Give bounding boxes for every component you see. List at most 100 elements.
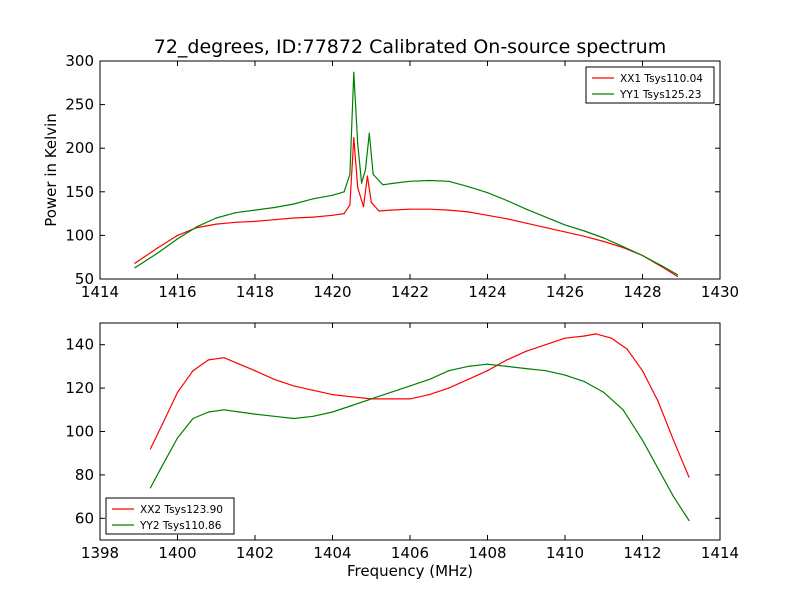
- data-point: [525, 368, 527, 370]
- data-point: [273, 415, 275, 417]
- x-tick-label: 1398: [81, 544, 119, 562]
- data-point: [583, 381, 586, 383]
- data-point: [349, 173, 351, 175]
- data-point: [545, 344, 547, 346]
- x-tick-label: 1426: [546, 283, 584, 301]
- data-point: [343, 213, 345, 215]
- data-point: [293, 217, 295, 219]
- data-point: [215, 217, 217, 219]
- data-point: [603, 240, 605, 243]
- data-point: [545, 227, 547, 229]
- y-axis-label: Power in Kelvin: [42, 113, 60, 227]
- data-point: [254, 413, 256, 415]
- data-point: [134, 267, 136, 269]
- data-point: [661, 265, 663, 267]
- data-point: [583, 335, 586, 337]
- data-point: [149, 487, 151, 489]
- data-point: [641, 254, 644, 257]
- data-point: [595, 333, 597, 335]
- data-point: [688, 519, 690, 522]
- data-point: [583, 235, 586, 237]
- data-point: [161, 424, 163, 426]
- data-point: [207, 411, 210, 413]
- data-point: [351, 404, 353, 407]
- data-point: [357, 143, 359, 145]
- data-point: [254, 370, 256, 372]
- data-point: [506, 365, 508, 367]
- data-point: [372, 173, 374, 175]
- data-point: [312, 216, 314, 218]
- legend-label: XX2 Tsys123.90: [140, 504, 223, 516]
- data-point: [448, 387, 450, 389]
- series-line-xx1: [134, 137, 678, 277]
- x-tick-label: 1404: [313, 544, 351, 562]
- data-point: [331, 411, 334, 413]
- data-point: [448, 209, 450, 211]
- data-point: [312, 415, 314, 417]
- x-tick-label: 1410: [546, 544, 584, 562]
- data-point: [603, 237, 605, 239]
- data-point: [370, 398, 372, 400]
- data-point: [273, 378, 275, 380]
- data-point: [672, 439, 675, 441]
- y-tick-label: 60: [75, 509, 94, 527]
- data-point: [525, 208, 527, 210]
- y-tick-label: 100: [65, 226, 94, 244]
- data-point: [176, 391, 179, 393]
- y-tick-label: 80: [75, 466, 94, 484]
- legend-label: YY2 Tsys110.86: [139, 520, 222, 532]
- data-point: [610, 337, 613, 339]
- data-point: [486, 363, 489, 365]
- data-point: [176, 437, 179, 439]
- data-point: [196, 226, 198, 228]
- data-point: [409, 398, 411, 400]
- data-point: [564, 231, 566, 233]
- series-line-xx2: [149, 333, 690, 478]
- data-point: [273, 219, 275, 221]
- data-point: [486, 192, 489, 194]
- data-point: [428, 179, 430, 182]
- data-point: [467, 378, 469, 380]
- legend: XX1 Tsys110.04 YY1 Tsys125.23: [585, 66, 715, 104]
- x-tick-label: 1416: [158, 283, 196, 301]
- data-point: [362, 206, 365, 208]
- x-tick-label: 1422: [391, 283, 429, 301]
- data-point: [545, 370, 547, 372]
- data-point: [331, 394, 334, 396]
- data-point: [192, 370, 194, 372]
- data-point: [657, 400, 659, 402]
- y-tick-label: 150: [65, 183, 94, 201]
- data-point: [176, 234, 179, 236]
- data-point: [235, 221, 237, 223]
- data-point: [364, 169, 366, 171]
- data-point: [349, 204, 351, 206]
- legend-box: [585, 66, 715, 104]
- x-tick-label: 1424: [468, 283, 506, 301]
- data-point: [622, 409, 624, 411]
- data-point: [343, 191, 345, 193]
- x-tick-label: 1428: [623, 283, 661, 301]
- data-point: [351, 396, 353, 398]
- data-point: [273, 206, 275, 209]
- y-tick-label: 120: [65, 379, 94, 397]
- data-point: [368, 132, 370, 134]
- data-point: [254, 220, 256, 222]
- legend-box: [105, 497, 235, 535]
- data-point: [254, 209, 256, 211]
- x-tick-label: 1400: [158, 544, 196, 562]
- data-point: [641, 370, 644, 372]
- data-point: [366, 175, 368, 177]
- data-point: [192, 417, 194, 420]
- data-point: [331, 214, 334, 216]
- x-axis-label: Frequency (MHz): [347, 562, 473, 580]
- data-point: [564, 374, 566, 376]
- data-point: [467, 186, 469, 188]
- y-tick-label: 50: [75, 270, 94, 288]
- chart-title: 72_degrees, ID:77872 Calibrated On-sourc…: [154, 36, 666, 58]
- data-point: [293, 203, 295, 205]
- data-point: [409, 180, 411, 182]
- data-point: [448, 180, 450, 182]
- data-point: [657, 467, 659, 469]
- data-point: [312, 389, 314, 391]
